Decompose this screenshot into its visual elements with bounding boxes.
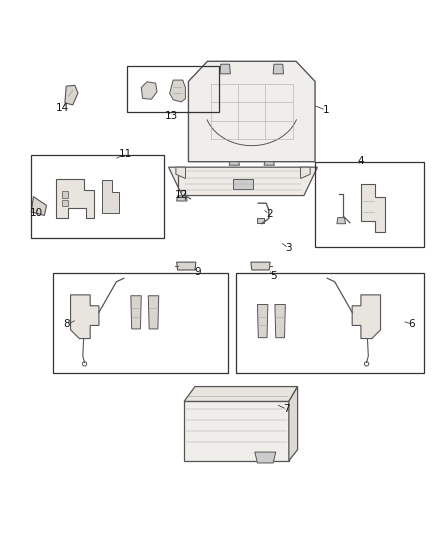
Polygon shape (264, 161, 275, 165)
Bar (237, 273, 424, 374)
Text: 9: 9 (195, 266, 201, 277)
Text: 10: 10 (30, 208, 43, 218)
Polygon shape (273, 64, 283, 74)
Polygon shape (177, 262, 196, 270)
Text: 4: 4 (357, 156, 364, 166)
Text: 8: 8 (64, 319, 71, 329)
Text: 12: 12 (175, 190, 188, 200)
Polygon shape (176, 167, 185, 179)
Polygon shape (71, 295, 99, 338)
Polygon shape (184, 401, 289, 461)
Text: 2: 2 (266, 209, 272, 219)
Polygon shape (289, 386, 297, 461)
Polygon shape (184, 386, 297, 401)
Polygon shape (352, 295, 381, 338)
Text: 7: 7 (283, 404, 290, 414)
Polygon shape (177, 196, 187, 201)
Bar (31, 155, 164, 238)
Polygon shape (62, 200, 68, 206)
Text: 13: 13 (165, 111, 178, 121)
Polygon shape (337, 217, 346, 224)
Polygon shape (275, 304, 286, 338)
Bar (315, 161, 424, 247)
Polygon shape (220, 64, 230, 74)
Polygon shape (300, 167, 310, 179)
Polygon shape (31, 197, 46, 215)
Polygon shape (62, 191, 68, 198)
Polygon shape (251, 262, 270, 270)
Polygon shape (255, 452, 276, 463)
Text: 14: 14 (56, 103, 69, 114)
Polygon shape (141, 82, 157, 99)
Polygon shape (258, 304, 268, 338)
Bar (127, 66, 219, 111)
Polygon shape (188, 61, 315, 161)
Text: 11: 11 (119, 149, 132, 159)
Text: 5: 5 (270, 271, 277, 281)
Polygon shape (361, 183, 385, 231)
Polygon shape (233, 179, 253, 189)
Text: 1: 1 (323, 105, 329, 115)
Polygon shape (229, 161, 240, 165)
Polygon shape (170, 80, 185, 102)
Polygon shape (169, 167, 318, 196)
Polygon shape (148, 296, 159, 329)
Polygon shape (131, 296, 141, 329)
Text: 3: 3 (286, 243, 292, 253)
Polygon shape (65, 85, 78, 105)
Polygon shape (56, 179, 94, 219)
Polygon shape (102, 180, 120, 213)
Text: 6: 6 (409, 319, 415, 329)
Bar (53, 273, 228, 374)
Polygon shape (257, 217, 264, 223)
